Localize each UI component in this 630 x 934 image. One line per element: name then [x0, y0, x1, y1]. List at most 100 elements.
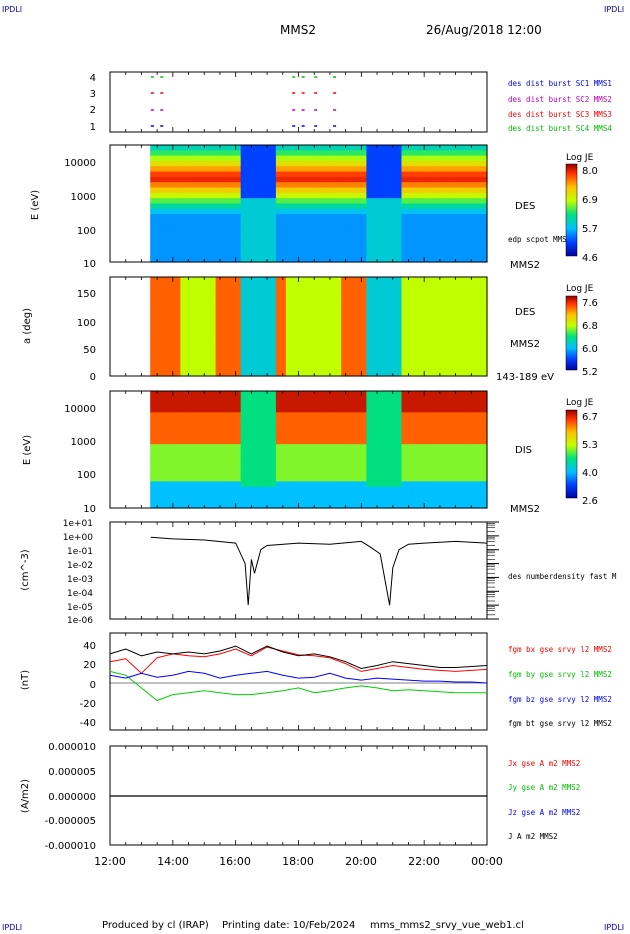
spectrogram-cell [280, 438, 287, 445]
spectrogram-cell [215, 438, 222, 445]
spectrogram-cell [396, 308, 403, 314]
spectrogram-cell [386, 465, 393, 472]
spectrogram-cell [296, 166, 302, 173]
spectrogram-cell [230, 349, 237, 355]
spectrogram-cell [150, 308, 156, 314]
spectrogram-cell [406, 299, 413, 305]
spectrogram-cell [441, 235, 448, 242]
spectrogram-cell [165, 353, 171, 359]
spectrogram-cell [311, 433, 317, 440]
spectrogram-cell [356, 433, 362, 440]
spectrogram-cell [235, 155, 242, 162]
spectrogram-cell [160, 502, 166, 509]
spectrogram-cell [326, 313, 332, 319]
spectrogram-cell [195, 492, 202, 498]
spectrogram-cell [446, 465, 453, 472]
spectrogram-cell [220, 150, 227, 157]
spectrogram-cell [220, 317, 227, 323]
spectrogram-cell [411, 290, 418, 296]
spectrogram-cell [190, 198, 196, 205]
spectrogram-cell [436, 290, 443, 296]
spectrogram-cell [376, 476, 382, 482]
spectrogram-cell [351, 304, 357, 310]
spectrogram-cell [210, 295, 217, 301]
spectrogram-cell [165, 317, 171, 323]
spectrogram-cell [316, 313, 322, 319]
spectrogram-cell [160, 391, 166, 397]
spectrogram-cell [215, 317, 222, 323]
spectrogram-cell [270, 422, 277, 429]
spectrogram-cell [311, 326, 317, 332]
spectrogram-cell [150, 454, 156, 461]
spectrogram-cell [150, 492, 156, 498]
spectrogram-cell [220, 155, 227, 162]
spectrogram-cell [441, 171, 448, 178]
spectrogram-cell [205, 344, 212, 350]
spectrogram-cell [321, 502, 327, 509]
spectrogram-cell [391, 460, 398, 466]
spectrogram-cell [190, 362, 196, 368]
spectrogram-cell [456, 187, 463, 194]
spectrogram-cell [446, 203, 453, 210]
spectrogram-cell [260, 465, 267, 472]
spectrogram-cell [416, 344, 423, 350]
spectrogram-cell [220, 465, 227, 472]
spectrogram-cell [396, 281, 403, 287]
spectrogram-cell [346, 465, 352, 472]
spectrogram-cell [361, 344, 367, 350]
spectrogram-cell [321, 326, 327, 332]
spectrogram-cell [311, 454, 317, 461]
spectrogram-cell [215, 308, 222, 314]
spectrogram-cell [220, 476, 227, 482]
spectrogram-cell [316, 371, 322, 377]
spectrogram-cell [270, 438, 277, 445]
spectrogram-cell [195, 335, 202, 341]
spectrogram-cell [416, 192, 423, 199]
spectrogram-cell [441, 155, 448, 162]
spectrogram-cell [366, 340, 372, 346]
spectrogram-cell [306, 171, 312, 178]
spectrogram-cell [426, 171, 433, 178]
spectrogram-cell [245, 465, 252, 472]
spectrogram-cell [185, 155, 191, 162]
spectrogram-cell [285, 433, 292, 440]
spectrogram-cell [160, 476, 166, 482]
spectrogram-cell [260, 313, 267, 319]
spectrogram-cell [165, 166, 171, 173]
spectrogram-cell [230, 449, 237, 456]
spectrogram-cell [436, 203, 443, 210]
spectrogram-cell [446, 444, 453, 451]
footer-producer: Produced by cl (IRAP) [102, 920, 209, 931]
spectrogram-cell [306, 492, 312, 498]
spectrogram-cell [265, 208, 272, 215]
spectrogram-cell [265, 433, 272, 440]
spectrogram-cell [366, 362, 372, 368]
spectrogram-cell [220, 166, 227, 173]
spectrogram-cell [376, 219, 382, 226]
spectrogram-cell [190, 322, 196, 328]
spectrogram-cell [155, 304, 161, 310]
spectrogram-cell [381, 412, 387, 419]
spectrogram-cell [150, 391, 156, 397]
corner-mark-br: IPDLI [604, 923, 624, 932]
spectrogram-cell [482, 286, 488, 292]
spectrogram-cell [155, 476, 161, 482]
spectrogram-cell [311, 171, 317, 178]
spectrogram-cell [456, 281, 463, 287]
spectrogram-cell [270, 304, 277, 310]
spectrogram-cell [482, 322, 488, 328]
des-energy-cb-tick-4: 4.6 [582, 253, 598, 264]
spectrogram-cell [205, 230, 212, 236]
spectrogram-cell [190, 358, 196, 364]
spectrogram-cell [255, 401, 262, 408]
spectrogram-cell [301, 353, 307, 359]
spectrogram-cell [291, 449, 297, 456]
spectrogram-cell [225, 155, 232, 162]
spectrogram-cell [336, 224, 342, 231]
spectrogram-cell [185, 481, 191, 488]
spectrogram-cell [396, 192, 403, 199]
spectrogram-cell [270, 335, 277, 341]
spectrogram-cell [366, 171, 372, 178]
spectrogram-cell [336, 492, 342, 498]
spectrogram-cell [306, 251, 312, 258]
